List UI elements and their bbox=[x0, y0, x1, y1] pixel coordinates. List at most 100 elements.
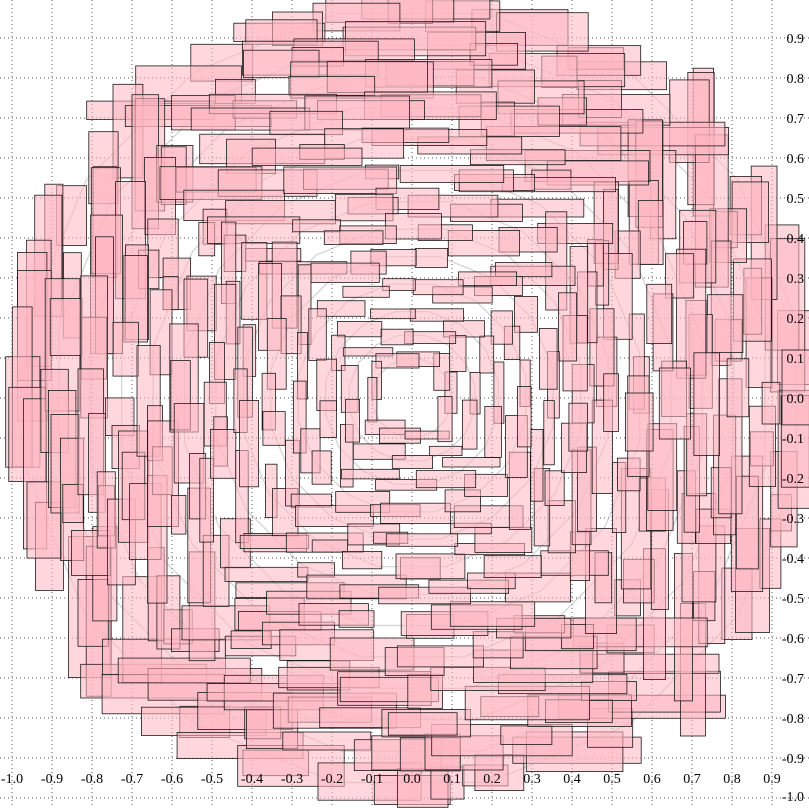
ring-rectangle bbox=[319, 400, 337, 438]
ring-rectangle bbox=[500, 725, 553, 746]
y-tick-label: 0.5 bbox=[787, 192, 805, 207]
x-tick-label: 0.9 bbox=[763, 772, 781, 787]
y-tick-label: -0.1 bbox=[782, 432, 804, 447]
ring-rectangle bbox=[251, 147, 363, 166]
ring-rectangle bbox=[462, 399, 478, 450]
ring-rectangle bbox=[292, 219, 342, 233]
x-tick-label: 0.4 bbox=[563, 772, 581, 787]
ring-rectangle bbox=[693, 352, 721, 456]
ring-rectangle bbox=[342, 285, 390, 298]
x-tick-label: -0.5 bbox=[201, 772, 223, 787]
y-tick-label: 0.7 bbox=[787, 112, 805, 127]
ring-rectangle bbox=[543, 400, 555, 466]
y-tick-label: 0.8 bbox=[787, 72, 805, 87]
ring-rectangle bbox=[266, 318, 287, 390]
ring-rectangle bbox=[726, 358, 750, 418]
y-tick-label: -0.7 bbox=[782, 672, 804, 687]
y-tick-label: 0.4 bbox=[787, 232, 805, 247]
x-tick-label: 0.8 bbox=[723, 772, 741, 787]
x-tick-label: -0.6 bbox=[161, 772, 183, 787]
ring-rectangle bbox=[382, 278, 416, 291]
ring-rectangle bbox=[323, 230, 384, 245]
ring-rectangle bbox=[637, 200, 664, 265]
ring-rectangle bbox=[603, 373, 619, 432]
ring-rectangle bbox=[288, 76, 376, 96]
x-tick-label: 0.1 bbox=[443, 772, 461, 787]
ring-rectangle bbox=[341, 468, 400, 480]
y-tick-label: -0.9 bbox=[782, 752, 804, 767]
y-tick-label: 0.6 bbox=[787, 152, 805, 167]
x-tick-label: 0.3 bbox=[523, 772, 541, 787]
ring-rectangle bbox=[568, 402, 588, 452]
ring-rectangle bbox=[558, 292, 577, 362]
y-tick-label: -0.4 bbox=[782, 552, 804, 567]
ring-rectangle bbox=[239, 399, 259, 488]
ring-rectangle bbox=[412, 279, 464, 296]
ring-rectangle bbox=[484, 406, 502, 458]
x-tick-label: 0.0 bbox=[403, 772, 421, 787]
x-tick-label: -0.9 bbox=[41, 772, 63, 787]
ring-rectangle bbox=[449, 601, 536, 627]
ring-rectangle bbox=[224, 566, 309, 582]
ring-rectangle bbox=[544, 470, 565, 506]
ring-rectangle bbox=[311, 539, 349, 553]
ring-rectangle bbox=[345, 398, 361, 443]
ring-rectangle bbox=[409, 308, 464, 322]
ring-rectangle bbox=[707, 294, 744, 354]
x-tick-label: -0.4 bbox=[241, 772, 263, 787]
ring-rectangle bbox=[311, 450, 332, 485]
y-tick-label: 0.0 bbox=[787, 392, 805, 407]
ring-rectangle bbox=[342, 551, 383, 570]
ring-rectangle bbox=[375, 353, 420, 369]
ring-rectangle bbox=[391, 454, 433, 469]
ring-rectangle bbox=[171, 494, 187, 535]
ring-rectangle bbox=[399, 165, 505, 183]
ring-rectangle bbox=[761, 381, 781, 425]
ring-rectangle bbox=[396, 645, 484, 668]
ring-rectangle bbox=[625, 392, 654, 452]
x-tick-label: -0.7 bbox=[121, 772, 143, 787]
x-tick-label: 0.5 bbox=[603, 772, 621, 787]
ring-rectangle bbox=[199, 457, 214, 543]
ring-rectangle bbox=[547, 500, 576, 554]
x-tick-label: 0.6 bbox=[643, 772, 661, 787]
y-tick-label: -0.5 bbox=[782, 592, 804, 607]
ring-rectangle bbox=[429, 445, 463, 456]
ring-rectangle bbox=[367, 376, 378, 423]
ring-rectangle bbox=[262, 411, 286, 446]
ring-rectangle bbox=[380, 502, 451, 524]
ring-rectangle bbox=[385, 533, 459, 547]
ring-rectangle bbox=[414, 247, 449, 268]
ring-rectangle bbox=[334, 193, 394, 222]
ring-rectangle bbox=[483, 555, 542, 579]
y-tick-label: -0.8 bbox=[782, 712, 804, 727]
ring-rectangle bbox=[539, 328, 558, 390]
ring-rectangle bbox=[387, 712, 458, 736]
ring-rectangle bbox=[530, 428, 544, 502]
ring-rectangle bbox=[342, 347, 394, 357]
ring-rectangle bbox=[514, 295, 538, 333]
ring-rectangle bbox=[658, 367, 691, 440]
y-tick-label: -0.6 bbox=[782, 632, 804, 647]
ring-rectangle bbox=[308, 308, 327, 361]
y-tick-label: -0.3 bbox=[782, 512, 804, 527]
ring-rectangle bbox=[336, 321, 383, 338]
x-tick-label: -0.1 bbox=[361, 772, 383, 787]
y-tick-label: 0.1 bbox=[787, 352, 805, 367]
x-tick-label: -0.8 bbox=[81, 772, 103, 787]
ring-rectangle bbox=[781, 349, 809, 426]
x-tick-label: 0.7 bbox=[683, 772, 701, 787]
x-tick-label: 0.2 bbox=[483, 772, 501, 787]
x-tick-label: -0.2 bbox=[321, 772, 343, 787]
y-tick-label: 0.9 bbox=[787, 32, 805, 47]
ring-rectangle bbox=[442, 457, 501, 468]
ring-rectangle bbox=[517, 386, 532, 448]
x-axis-tick-labels: -1.0 -0.9 -0.8 -0.7 -0.6 -0.5 -0.4 -0.3 -0.2 -0.1… bbox=[1, 772, 781, 787]
y-axis-tick-labels: 0.9 0.8 0.7 0.6 0.5 0.4 0.3 0.2 0.1 0.0 -0.1 -0.2 -0… bbox=[782, 32, 804, 805]
y-tick-label: 0.3 bbox=[787, 272, 805, 287]
ring-rectangle bbox=[646, 283, 673, 344]
ring-rectangle bbox=[370, 308, 416, 320]
ring-rectangle bbox=[209, 429, 237, 479]
y-tick-label: 0.2 bbox=[787, 312, 805, 327]
